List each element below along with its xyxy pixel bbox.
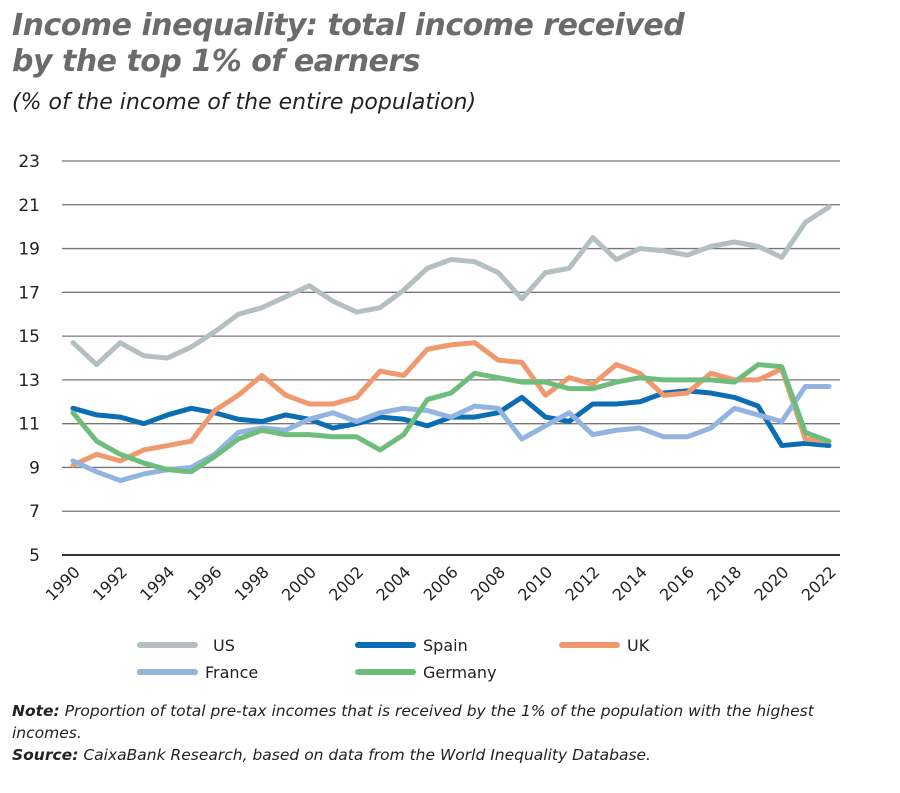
- y-tick-label: 19: [18, 240, 40, 260]
- x-tick-label: 2020: [750, 562, 792, 604]
- x-tick-label: 2016: [656, 562, 698, 604]
- y-tick-label: 5: [29, 546, 40, 566]
- x-tick-label: 2010: [514, 562, 556, 604]
- x-tick-label: 1992: [89, 562, 131, 604]
- legend-label-us: US: [213, 636, 235, 655]
- legend-label-uk: UK: [627, 636, 650, 655]
- x-tick-label: 2000: [278, 562, 320, 604]
- x-tick-label: 2022: [798, 562, 840, 604]
- chart-title: Income inequality: total income received…: [12, 8, 685, 80]
- y-tick-label: 15: [18, 327, 40, 347]
- note: Note: Proportion of total pre-tax income…: [12, 700, 882, 744]
- y-tick-label: 21: [18, 196, 40, 216]
- series-line-france: [70, 383, 832, 484]
- x-tick-label: 2018: [703, 562, 745, 604]
- y-tick-label: 17: [18, 283, 40, 303]
- x-tick-label: 2004: [372, 562, 414, 604]
- legend-label-germany: Germany: [423, 663, 497, 682]
- y-tick-label: 23: [18, 152, 40, 172]
- x-tick-label: 1990: [42, 562, 84, 604]
- note-text: Proportion of total pre-tax incomes that…: [12, 702, 814, 742]
- source-text: CaixaBank Research, based on data from t…: [83, 746, 651, 764]
- chart-subtitle: (% of the income of the entire populatio…: [12, 90, 477, 115]
- x-tick-label: 2008: [467, 562, 509, 604]
- x-tick-label: 2012: [561, 562, 603, 604]
- x-tick-label: 1998: [231, 562, 273, 604]
- x-tick-label: 2002: [325, 562, 367, 604]
- series-line-uk: [70, 340, 832, 468]
- x-tick-label: 1994: [136, 562, 178, 604]
- chart-notes: Note: Proportion of total pre-tax income…: [12, 700, 882, 766]
- series-line-germany: [70, 362, 832, 475]
- source: Source: CaixaBank Research, based on dat…: [12, 744, 882, 766]
- x-tick-label: 2014: [609, 562, 651, 604]
- source-label: Source:: [12, 746, 79, 764]
- series-line-us: [70, 204, 832, 368]
- x-tick-label: 2006: [420, 562, 462, 604]
- y-tick-label: 9: [29, 458, 40, 478]
- legend-label-spain: Spain: [423, 636, 468, 655]
- title-line-2: by the top 1% of earners: [12, 44, 421, 79]
- title-line-1: Income inequality: total income received: [12, 8, 685, 43]
- note-label: Note:: [12, 702, 60, 720]
- y-tick-label: 7: [29, 502, 40, 522]
- legend-label-france: France: [205, 663, 258, 682]
- x-tick-label: 1996: [183, 562, 225, 604]
- y-tick-label: 11: [18, 415, 40, 435]
- y-tick-label: 13: [18, 371, 40, 391]
